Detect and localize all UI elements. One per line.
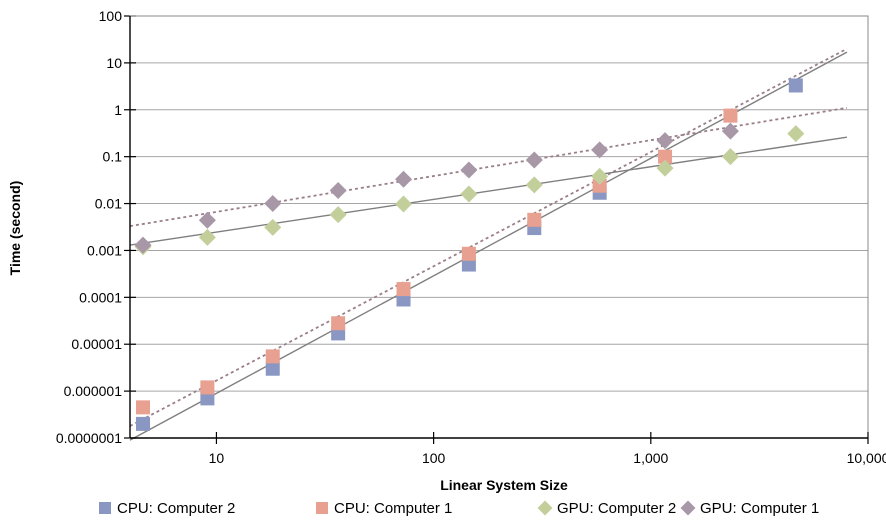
data-point [200, 391, 215, 406]
trendline [129, 106, 848, 228]
y-tick-label: 0.0000001 [56, 430, 122, 446]
y-axis-title: Time (second) [7, 181, 23, 276]
data-point [264, 195, 282, 213]
data-point [656, 159, 674, 177]
data-point [395, 195, 413, 213]
y-tick-label: 0.001 [87, 242, 122, 258]
data-point [591, 167, 609, 185]
data-point [592, 178, 607, 193]
data-point [788, 78, 803, 93]
legend: CPU: Computer 2 CPU: Computer 1 GPU: Compu… [99, 500, 819, 517]
x-axis-title: Linear System Size [440, 477, 568, 493]
data-point [460, 161, 478, 179]
y-tick-label: 0.000001 [64, 383, 123, 399]
plot-area-border [129, 15, 869, 439]
legend-label: CPU: Computer 1 [334, 500, 452, 517]
legend-label: GPU: Computer 2 [557, 500, 676, 517]
x-tick-label: 10,000 [847, 450, 886, 466]
y-tick-label: 10 [106, 55, 122, 71]
y-tick-label: 0.1 [103, 149, 123, 165]
legend-marker [316, 502, 328, 514]
data-point [265, 361, 280, 376]
y-tick-label: 0.0001 [79, 289, 122, 305]
data-point [658, 149, 673, 164]
axes [124, 15, 869, 444]
x-tick-label: 1,000 [633, 450, 668, 466]
data-point [395, 170, 413, 188]
trendline [129, 51, 848, 441]
data-point [134, 236, 152, 254]
data-point [396, 282, 411, 297]
data-point [525, 151, 543, 169]
x-tick-label: 10 [209, 450, 225, 466]
data-point [460, 185, 478, 203]
data-point [329, 206, 347, 224]
legend-label: GPU: Computer 1 [700, 500, 819, 517]
tick-labels: 0.0000001 0.000001 0.00001 0.0001 0.001 0.01 0… [56, 8, 886, 466]
data-point [461, 246, 476, 261]
data-point [591, 141, 609, 159]
data-point [721, 148, 739, 166]
data-point [264, 218, 282, 236]
x-tick-label: 100 [422, 450, 446, 466]
trendlines [129, 47, 848, 441]
data-point [136, 416, 150, 431]
legend-marker [537, 500, 553, 516]
data-point [525, 176, 543, 194]
data-point [200, 380, 215, 395]
y-tick-label: 0.01 [95, 196, 122, 212]
data-point [787, 125, 805, 143]
trendline [129, 47, 848, 427]
legend-marker [680, 500, 696, 516]
data-point [461, 257, 476, 272]
data-point [265, 349, 280, 364]
trendline [129, 136, 848, 246]
data-points [134, 78, 805, 431]
data-point [527, 212, 542, 227]
y-tick-label: 1 [114, 102, 122, 118]
y-tick-label: 100 [99, 8, 123, 24]
grid [130, 15, 868, 392]
data-point [329, 181, 347, 199]
legend-label: CPU: Computer 2 [117, 500, 235, 517]
data-point [198, 228, 216, 246]
y-tick-label: 0.00001 [71, 336, 122, 352]
data-point [136, 400, 150, 415]
data-point [198, 211, 216, 229]
data-point [721, 122, 739, 140]
data-point [656, 132, 674, 150]
data-point [723, 108, 738, 123]
data-point [331, 316, 346, 331]
legend-marker [99, 502, 111, 514]
